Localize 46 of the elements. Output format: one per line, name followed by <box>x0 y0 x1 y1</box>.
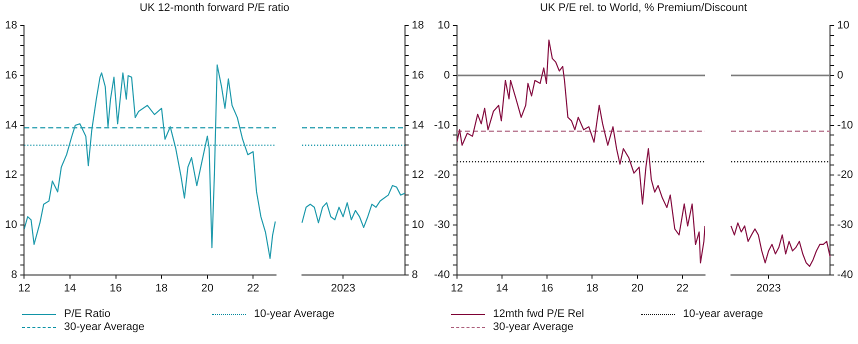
y-tick-label: -20 <box>837 169 854 182</box>
y-tick-label: 10 <box>412 218 424 231</box>
y-tick-label: -30 <box>434 218 450 231</box>
y-tick-label: -10 <box>434 119 450 132</box>
x-tick-label: 16 <box>110 282 122 294</box>
x-tick-label: 20 <box>201 282 214 294</box>
y-tick-label: 16 <box>412 69 424 82</box>
chart-title: UK P/E rel. to World, % Premium/Discount <box>538 2 748 14</box>
y-tick-label: 18 <box>4 20 18 32</box>
y-tick-label: 0 <box>444 69 450 82</box>
chart-title: UK 12-month forward P/E ratio <box>138 2 290 14</box>
x-tick-label: 14 <box>496 282 508 294</box>
legend-label: 10-year Average <box>254 308 335 320</box>
y-tick-label: 14 <box>412 119 424 132</box>
x-tick-label: 12 <box>18 282 30 294</box>
legend-label: 10-year average <box>683 308 764 320</box>
y-tick-label: 10 <box>438 20 450 32</box>
y-tick-label: -40 <box>434 268 450 281</box>
x-tick-label: 18 <box>586 282 598 294</box>
x-tick-label: 22 <box>246 282 260 294</box>
x-tick-label: 22 <box>676 282 689 294</box>
y-tick-label: 10 <box>837 20 850 32</box>
legend-label: 30-year Average <box>493 321 574 333</box>
x-tick-label: 18 <box>155 282 168 294</box>
y-tick-label: -30 <box>837 218 854 231</box>
x-tick-label: 16 <box>540 282 554 294</box>
legend-label: P/E Ratio <box>64 308 110 320</box>
y-tick-label: 12 <box>4 169 18 182</box>
y-tick-label: 16 <box>4 69 18 82</box>
y-tick-label: 8 <box>11 268 18 281</box>
legend-label: 30-year Average <box>64 321 145 333</box>
legend-label: 12mth fwd P/E Rel <box>493 308 584 320</box>
y-tick-label: -10 <box>837 119 854 132</box>
x-tick-label: 2023 <box>756 282 781 294</box>
y-tick-label: 12 <box>412 169 424 182</box>
x-tick-label: 20 <box>631 282 644 294</box>
y-tick-label: 0 <box>837 69 844 82</box>
y-tick-label: 18 <box>412 20 424 32</box>
x-tick-label: 2023 <box>330 282 356 294</box>
x-tick-label: 14 <box>64 282 76 294</box>
y-tick-label: 8 <box>412 268 418 281</box>
y-tick-label: -40 <box>837 268 854 281</box>
y-tick-label: -20 <box>434 169 450 182</box>
x-tick-label: 12 <box>450 282 464 294</box>
y-tick-label: 10 <box>4 218 18 231</box>
y-tick-label: 14 <box>4 119 18 132</box>
